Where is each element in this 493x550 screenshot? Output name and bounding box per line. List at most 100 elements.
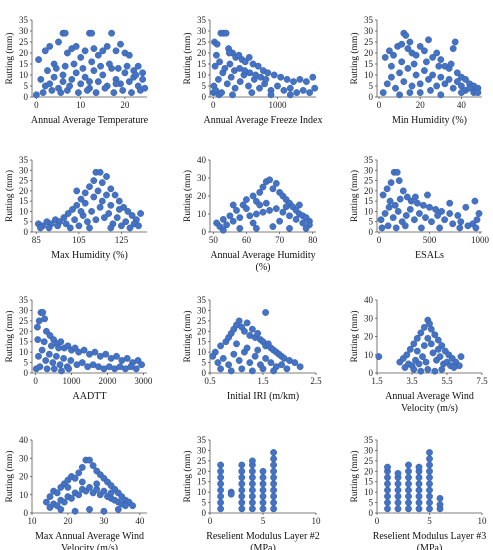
data-point [240,327,248,335]
data-point [231,84,239,92]
x-tick-label: 80 [308,235,318,245]
data-point [248,467,256,475]
data-point [269,223,277,231]
data-point [66,82,74,90]
data-point [270,461,277,469]
x-tick-label: 105 [72,235,86,245]
data-point [57,89,65,97]
data-point [75,89,82,97]
data-point [416,80,424,88]
data-point [238,467,246,475]
data-point [415,474,423,481]
data-point [424,365,432,373]
data-point [302,224,310,232]
y-tick-label: 30 [197,26,207,36]
y-tick-label: 10 [19,347,29,357]
data-point [57,505,65,513]
data-point [391,201,399,209]
data-point [422,58,430,66]
data-point [426,480,433,488]
data-point [385,47,393,55]
x-tick-label: 1000 [63,376,82,386]
data-point [384,499,391,506]
y-tick-label: 10 [19,206,29,216]
data-point [124,207,132,215]
data-point [36,363,44,371]
data-point [299,219,307,227]
data-point [121,69,129,77]
data-point [254,62,262,70]
data-point [90,177,98,185]
data-point [225,361,233,369]
y-tick-label: 0 [369,227,374,237]
data-point [419,201,427,209]
data-point [238,499,246,506]
data-point [246,212,254,220]
data-point [69,205,76,213]
data-point [110,89,118,97]
data-point [417,329,425,337]
data-point [392,84,399,92]
x-tick-label: 1000 [268,100,287,110]
data-point [81,47,89,55]
data-point [270,474,277,481]
data-point [86,78,93,86]
y-tick-label: 25 [364,456,374,466]
x-tick-label: 5.5 [441,376,453,386]
y-tick-label: 0 [202,227,207,237]
data-point [254,346,262,354]
scatter-panel-5: 0 10 20 30 40 50 60 70 80 Rutting (mm) Annual Aver… [182,155,318,273]
data-point [113,352,120,360]
data-point [86,456,93,464]
data-point [248,89,256,97]
data-point [48,87,56,94]
data-point [90,193,98,201]
y-tick-label: 20 [364,186,374,196]
data-point [96,168,104,176]
data-point [267,91,275,99]
data-point [65,365,73,373]
y-tick-label: 15 [19,196,29,206]
x-axis-label: (MPa) [250,543,276,550]
data-point [139,76,147,83]
data-point [434,336,442,344]
data-point [262,199,270,207]
data-point [50,365,58,373]
data-point [292,215,300,223]
y-axis-label: Rutting (mm) [349,451,360,503]
data-point [86,183,93,191]
data-point [101,214,108,222]
data-point [402,32,410,39]
data-point [86,505,93,513]
y-tick-label: 20 [197,326,207,336]
data-point [392,224,400,232]
y-tick-label: 30 [197,305,207,315]
data-point [282,203,290,211]
data-point [424,191,431,199]
y-tick-label: 40 [19,435,29,445]
data-point [119,87,127,94]
data-point [415,480,423,488]
data-point [415,505,423,513]
data-point [394,499,402,506]
data-point [229,201,237,209]
data-point [272,179,280,187]
data-point [417,367,425,375]
data-point [249,219,257,227]
data-point [302,78,310,86]
data-point [274,82,281,90]
data-point [223,80,231,88]
data-point [71,474,79,482]
data-point [457,353,465,360]
y-axis-label: Rutting (mm) [4,451,15,503]
x-tick-label: 10 [28,516,38,526]
data-point [434,345,442,353]
y-tick-label: 5 [202,498,207,508]
x-tick-label: 125 [115,235,129,245]
x-axis-label: AADTT [73,391,107,402]
x-tick-label: 20 [120,100,130,110]
data-point [438,207,445,215]
x-tick-label: 0 [377,100,382,110]
